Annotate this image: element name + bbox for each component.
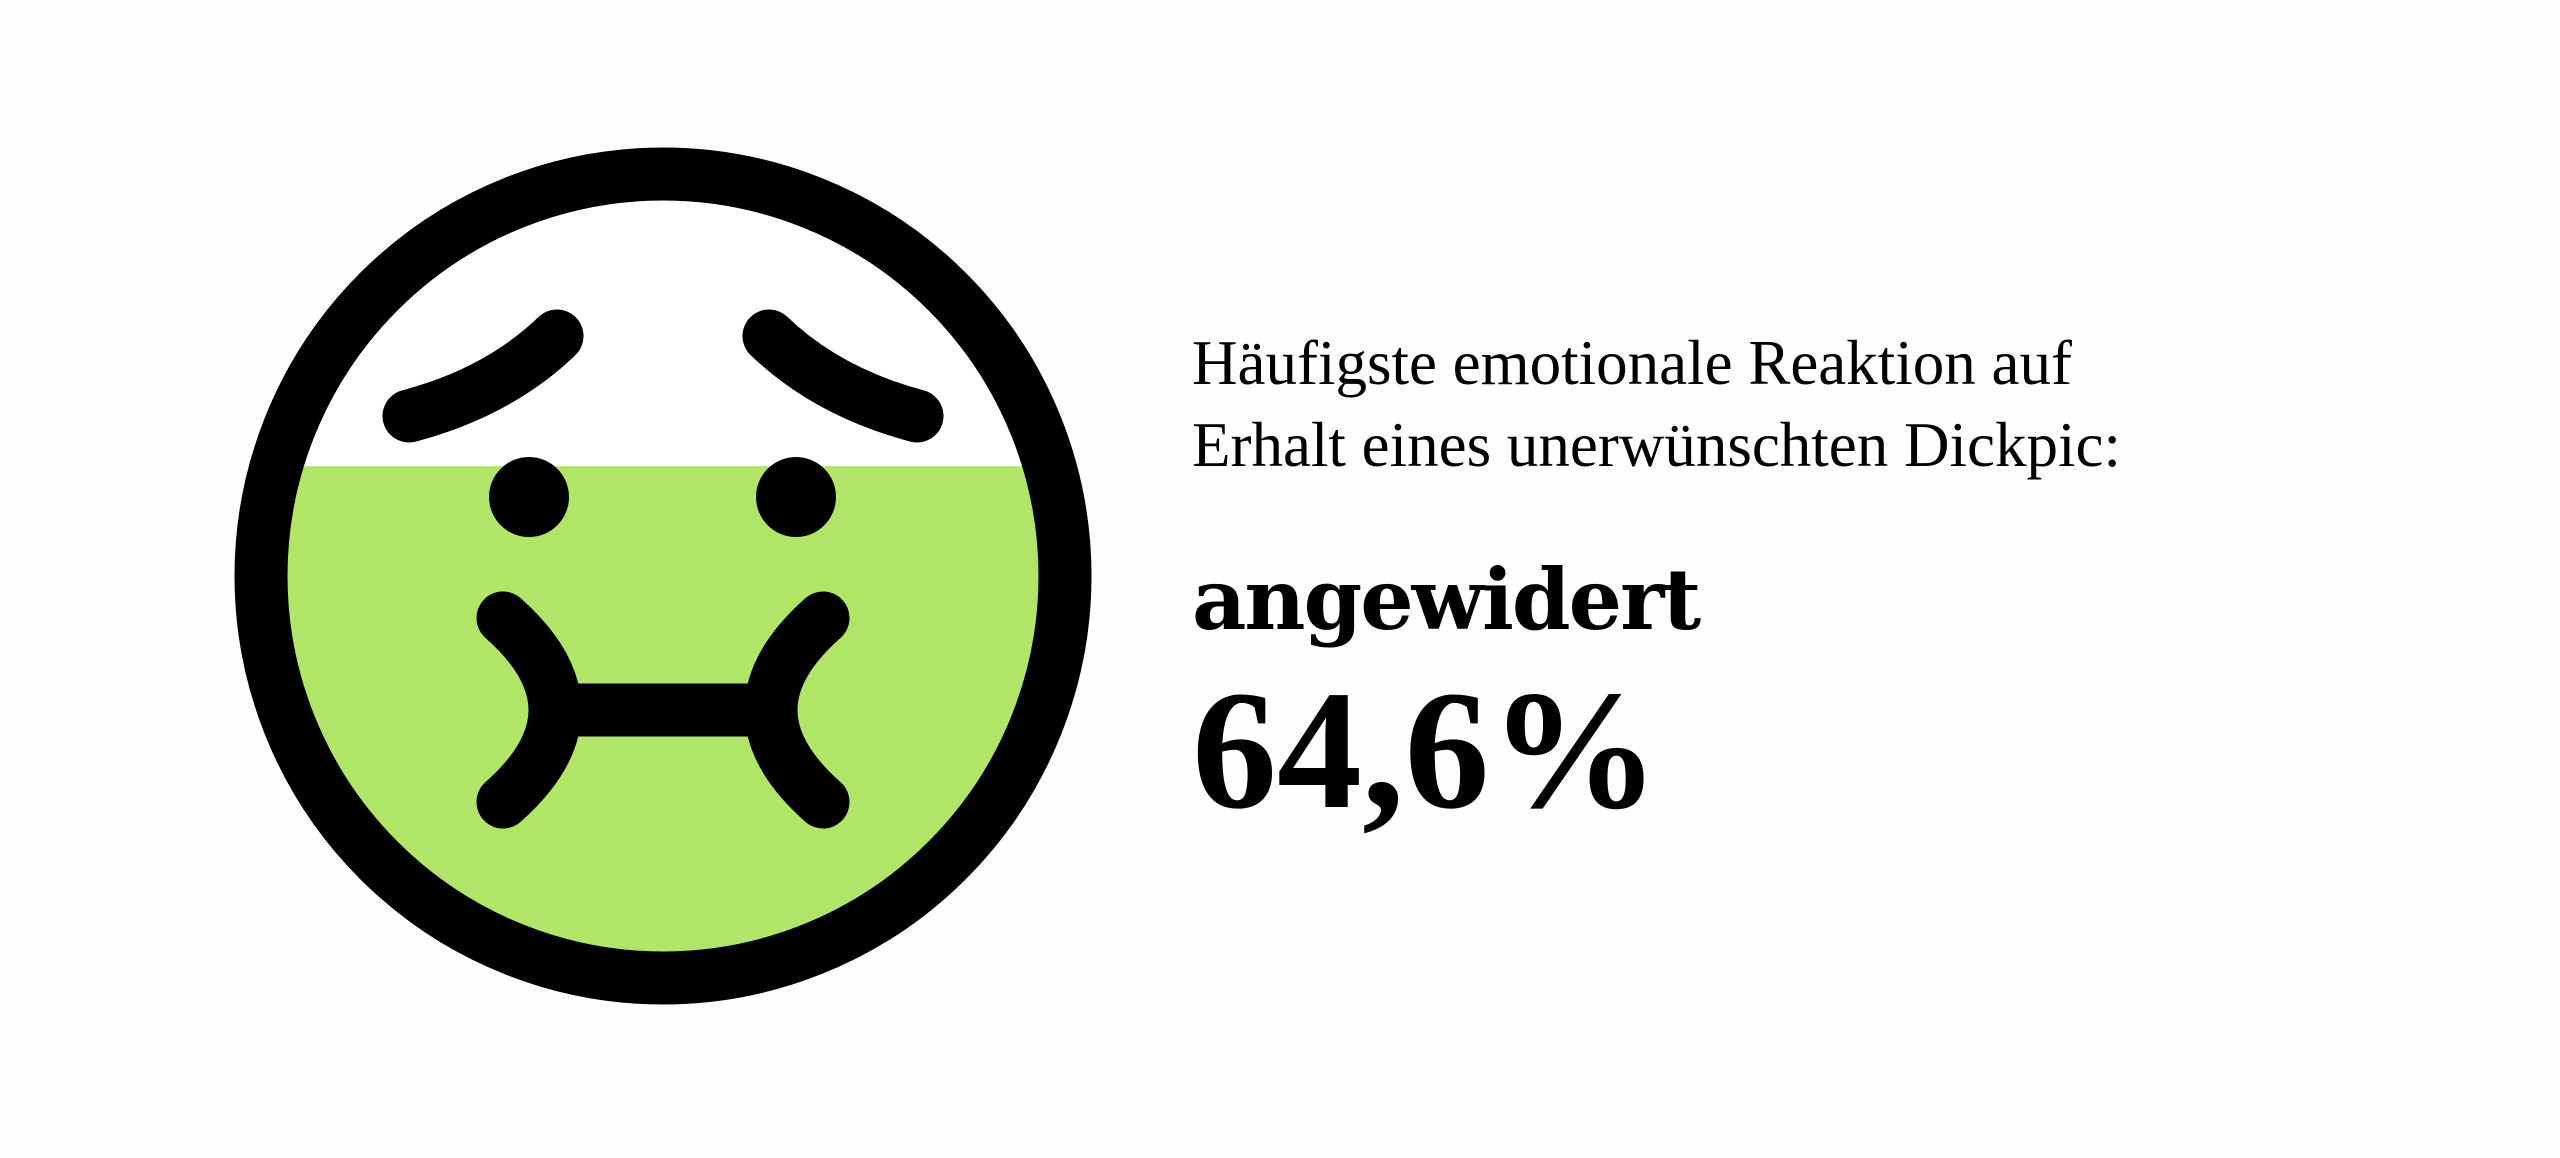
face-outline xyxy=(234,147,1092,1005)
mouth-right-arc xyxy=(744,591,850,829)
emotion-label: angewidert xyxy=(1192,550,1701,649)
caption-line-2: Erhalt eines unerwünschten Dickpic: xyxy=(1192,410,2121,480)
left-eyebrow xyxy=(382,309,584,443)
caption: Häufigste emotionale Reaktion auf Erhalt… xyxy=(1192,322,2121,486)
percent-value: 64,6% xyxy=(1192,656,1660,844)
caption-line-1: Häufigste emotionale Reaktion auf xyxy=(1192,328,2072,398)
left-eye xyxy=(489,457,569,537)
mouth-left-arc xyxy=(476,591,582,829)
right-eye xyxy=(756,457,836,537)
right-eyebrow xyxy=(742,309,944,443)
